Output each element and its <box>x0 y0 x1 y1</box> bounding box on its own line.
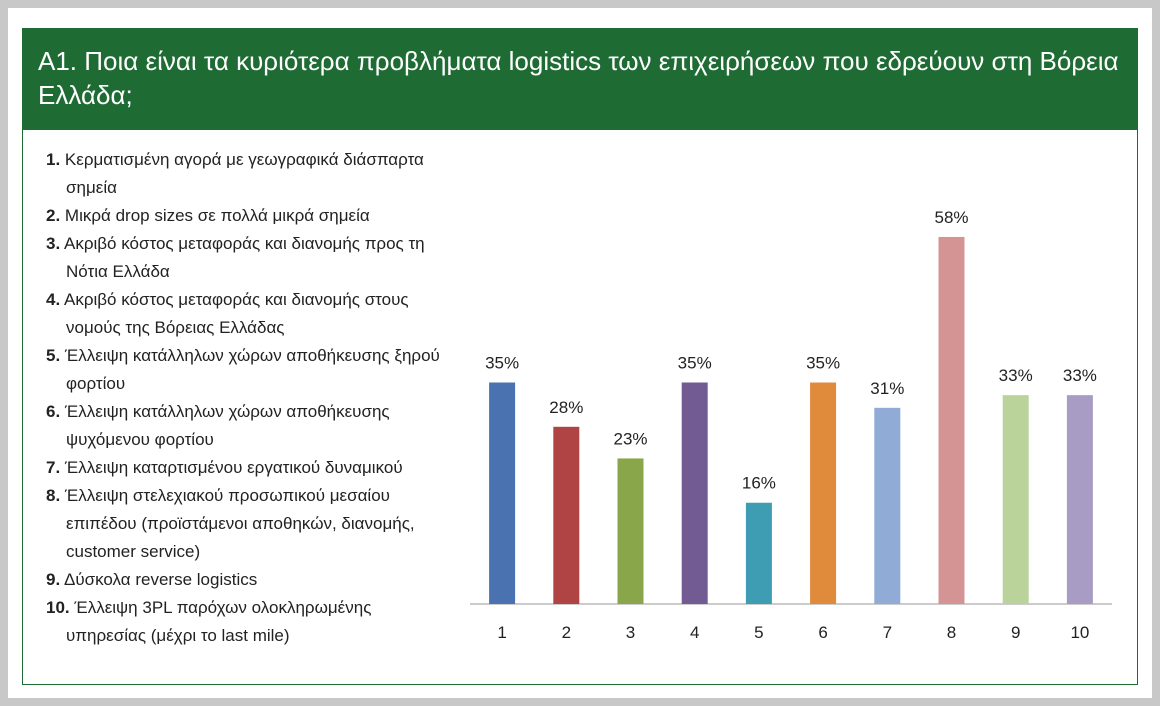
x-tick-label: 9 <box>1011 623 1020 642</box>
value-label: 23% <box>613 429 647 448</box>
list-item: 1. Κερματισμένη αγορά με γεωγραφικά διάσ… <box>46 146 456 202</box>
x-tick-label: 1 <box>497 623 506 642</box>
list-item: 9. Δύσκολα reverse logistics <box>46 566 456 594</box>
item-text: Έλλειψη κατάλληλων χώρων αποθήκευσης ξηρ… <box>64 346 440 393</box>
item-number: 2. <box>46 206 61 225</box>
bar <box>874 407 901 604</box>
item-number: 5. <box>46 346 61 365</box>
bar <box>938 236 965 604</box>
x-tick-label: 6 <box>818 623 827 642</box>
value-label: 35% <box>806 354 840 373</box>
item-number: 7. <box>46 458 61 477</box>
item-number: 8. <box>46 486 61 505</box>
list-item: 3. Ακριβό κόστος μεταφοράς και διανομής … <box>46 230 456 286</box>
x-tick-label: 4 <box>690 623 699 642</box>
header: A1. Ποια είναι τα κυριότερα προβλήματα l… <box>22 28 1138 130</box>
value-label: 35% <box>485 354 519 373</box>
bar <box>617 458 644 604</box>
item-text: Έλλειψη 3PL παρόχων ολοκληρωμένης υπηρεσ… <box>66 598 372 645</box>
content-box <box>22 130 1138 685</box>
list-item: 8. Έλλειψη στελεχιακού προσωπικού μεσαίο… <box>46 482 456 566</box>
item-number: 6. <box>46 402 61 421</box>
list-item: 2. Μικρά drop sizes σε πολλά μικρά σημεί… <box>46 202 456 230</box>
x-tick-label: 3 <box>626 623 635 642</box>
x-tick-label: 10 <box>1070 623 1089 642</box>
item-number: 4. <box>46 290 61 309</box>
bar <box>553 426 580 604</box>
value-label: 35% <box>678 354 712 373</box>
bar <box>1002 395 1029 604</box>
value-label: 16% <box>742 474 776 493</box>
item-text: Δύσκολα reverse logistics <box>63 570 258 589</box>
item-number: 10. <box>46 598 70 617</box>
item-text: Έλλειψη στελεχιακού προσωπικού μεσαίου ε… <box>64 486 415 561</box>
value-label: 28% <box>549 398 583 417</box>
x-tick-label: 2 <box>562 623 571 642</box>
item-text: Κερματισμένη αγορά με γεωγραφικά διάσπαρ… <box>64 150 424 197</box>
x-tick-label: 8 <box>947 623 956 642</box>
bar <box>1066 395 1093 604</box>
item-text: Μικρά drop sizes σε πολλά μικρά σημεία <box>64 206 370 225</box>
item-text: Ακριβό κόστος μεταφοράς και διανομής στο… <box>63 290 409 337</box>
list-item: 5. Έλλειψη κατάλληλων χώρων αποθήκευσης … <box>46 342 456 398</box>
bar <box>489 382 516 604</box>
bar <box>745 502 772 604</box>
value-label: 33% <box>1063 366 1097 385</box>
list-item: 10. Έλλειψη 3PL παρόχων ολοκληρωμένης υπ… <box>46 594 456 650</box>
value-label: 31% <box>870 379 904 398</box>
list-item: 7. Έλλειψη καταρτισμένου εργατικού δυναμ… <box>46 454 456 482</box>
item-number: 9. <box>46 570 61 589</box>
item-text: Έλλειψη καταρτισμένου εργατικού δυναμικο… <box>64 458 403 477</box>
x-tick-label: 5 <box>754 623 763 642</box>
x-tick-label: 7 <box>883 623 892 642</box>
bar <box>681 382 708 604</box>
list-item: 6. Έλλειψη κατάλληλων χώρων αποθήκευσης … <box>46 398 456 454</box>
list-item: 4. Ακριβό κόστος μεταφοράς και διανομής … <box>46 286 456 342</box>
chart-title: A1. Ποια είναι τα κυριότερα προβλήματα l… <box>38 46 1119 110</box>
item-text: Έλλειψη κατάλληλων χώρων αποθήκευσης ψυχ… <box>64 402 390 449</box>
value-label: 33% <box>999 366 1033 385</box>
item-list: 1. Κερματισμένη αγορά με γεωγραφικά διάσ… <box>46 146 456 650</box>
value-label: 58% <box>934 208 968 227</box>
item-number: 1. <box>46 150 61 169</box>
bar <box>810 382 837 604</box>
item-number: 3. <box>46 234 61 253</box>
item-text: Ακριβό κόστος μεταφοράς και διανομής προ… <box>63 234 425 281</box>
